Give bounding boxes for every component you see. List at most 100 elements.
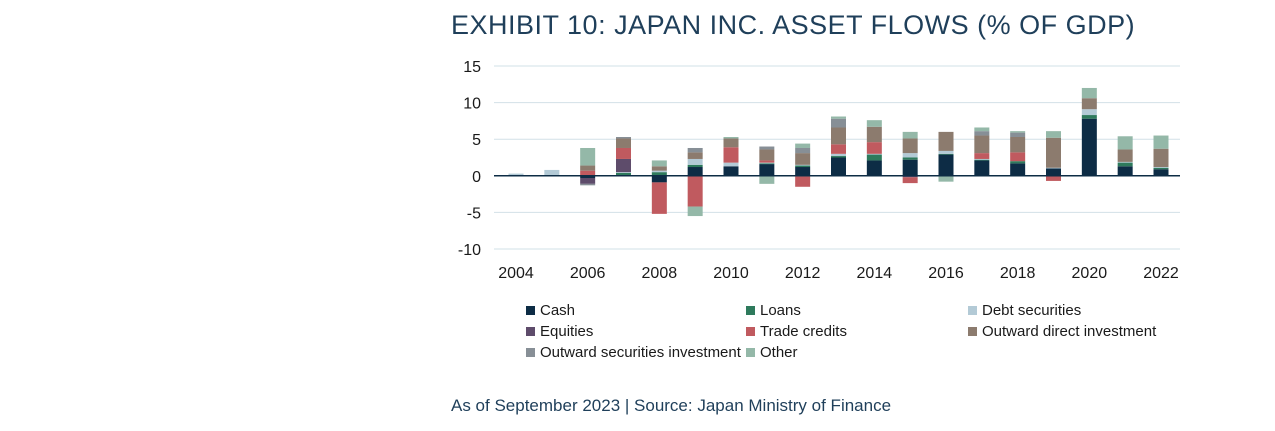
- bar-segment: [1046, 137, 1061, 168]
- bar-segment: [866, 153, 882, 155]
- legend-label: Outward securities investment: [540, 344, 741, 361]
- legend-label: Loans: [760, 302, 801, 319]
- x-tick-label: 2020: [1072, 265, 1108, 282]
- bar-segment: [687, 147, 703, 153]
- legend-label: Outward direct investment: [982, 323, 1157, 340]
- bar-segment: [651, 166, 667, 171]
- legend-item: Other: [746, 344, 798, 361]
- bar-segment: [616, 172, 631, 176]
- bar-segment: [687, 152, 703, 159]
- bar-segment: [831, 127, 846, 145]
- bar-segment: [974, 131, 990, 136]
- legend-item: Outward securities investment: [526, 344, 741, 361]
- y-tick-label: 15: [463, 59, 481, 76]
- bar-segment: [651, 172, 667, 176]
- bar-segment: [759, 160, 775, 163]
- bar-segment: [1010, 161, 1026, 164]
- bar-segment: [902, 153, 918, 158]
- bar-segment: [974, 135, 990, 154]
- bar-segment: [616, 137, 631, 139]
- bar-segment: [902, 138, 918, 154]
- bar-segment: [651, 182, 667, 214]
- bar-segment: [938, 131, 954, 151]
- bar-segment: [974, 158, 990, 160]
- bar-segment: [1046, 167, 1061, 169]
- bar-segment: [974, 127, 990, 132]
- bar-segment: [580, 175, 596, 178]
- bar-segment: [795, 167, 811, 176]
- source-note: As of September 2023 | Source: Japan Min…: [451, 396, 892, 415]
- bar-segment: [687, 206, 703, 217]
- x-tick-label: 2004: [498, 265, 534, 282]
- bar-segment: [866, 126, 882, 143]
- bar-segment: [974, 153, 990, 159]
- bar-segment: [687, 175, 703, 207]
- bar-segment: [723, 137, 739, 139]
- bar-segment: [651, 175, 667, 183]
- bar-segment: [1081, 118, 1097, 176]
- bar-segment: [544, 169, 560, 176]
- bar-segment: [616, 147, 631, 159]
- bar-segment: [902, 159, 918, 176]
- bar-segment: [616, 158, 631, 173]
- bar-segment: [974, 160, 990, 176]
- bar-segment: [831, 153, 846, 157]
- legend-swatch: [526, 306, 535, 315]
- bar-segment: [866, 160, 882, 176]
- bar-segment: [831, 156, 846, 158]
- bar-segment: [795, 147, 811, 154]
- bar-segment: [795, 164, 811, 166]
- bar-segment: [795, 165, 811, 168]
- bar-segment: [1153, 169, 1169, 176]
- bar-segment: [1153, 167, 1169, 170]
- bar-segment: [974, 159, 990, 161]
- legend-item: Debt securities: [968, 302, 1081, 319]
- bar-segment: [866, 120, 882, 127]
- bar-segment: [687, 164, 703, 168]
- legend-item: Outward direct investment: [968, 323, 1156, 340]
- bar-segment: [1046, 131, 1061, 138]
- legend-item: Loans: [746, 302, 801, 319]
- bar-segment: [1153, 167, 1169, 168]
- legend-swatch: [746, 348, 755, 357]
- bar-segment: [1081, 87, 1097, 99]
- bar-segment: [938, 154, 954, 176]
- chart-title: EXHIBIT 10: JAPAN INC. ASSET FLOWS (% OF…: [451, 10, 1136, 40]
- y-axis-tick-labels: 15 10 5 0 -5 -10: [458, 59, 481, 259]
- x-tick-label: 2008: [642, 265, 678, 282]
- bar-segment: [831, 118, 846, 128]
- legend-swatch: [526, 348, 535, 357]
- bar-segment: [1046, 175, 1061, 181]
- bar-segment: [616, 138, 631, 148]
- y-tick-label: -5: [467, 205, 481, 222]
- legend-item: Trade credits: [746, 323, 847, 340]
- bar-segment: [687, 167, 703, 176]
- legend-swatch: [746, 306, 755, 315]
- bar-segment: [795, 143, 811, 148]
- x-tick-label: 2012: [785, 265, 821, 282]
- bar-segment: [831, 144, 846, 154]
- bar-segment: [831, 157, 846, 176]
- bars: [508, 87, 1169, 217]
- bar-segment: [866, 142, 882, 154]
- bar-segment: [1081, 109, 1097, 116]
- bar-segment: [1010, 163, 1026, 176]
- bar-segment: [831, 116, 846, 119]
- bar-segment: [1010, 131, 1026, 133]
- legend-label: Cash: [540, 302, 576, 319]
- bar-segment: [938, 153, 954, 155]
- bar-segment: [1153, 148, 1169, 168]
- bar-segment: [1153, 135, 1169, 149]
- legend-item: Equities: [526, 323, 593, 340]
- bar-segment: [902, 157, 918, 160]
- bar-segment: [759, 175, 775, 184]
- x-tick-label: 2010: [713, 265, 749, 282]
- bar-segment: [687, 158, 703, 165]
- x-axis-tick-labels: 2004 2006 2008 2010 2012 2014 2016 2018 2020 2022: [498, 265, 1179, 282]
- bar-segment: [723, 147, 739, 163]
- bar-segment: [580, 177, 596, 184]
- legend-swatch: [968, 306, 977, 315]
- bar-segment: [580, 183, 596, 186]
- bar-segment: [1117, 161, 1133, 163]
